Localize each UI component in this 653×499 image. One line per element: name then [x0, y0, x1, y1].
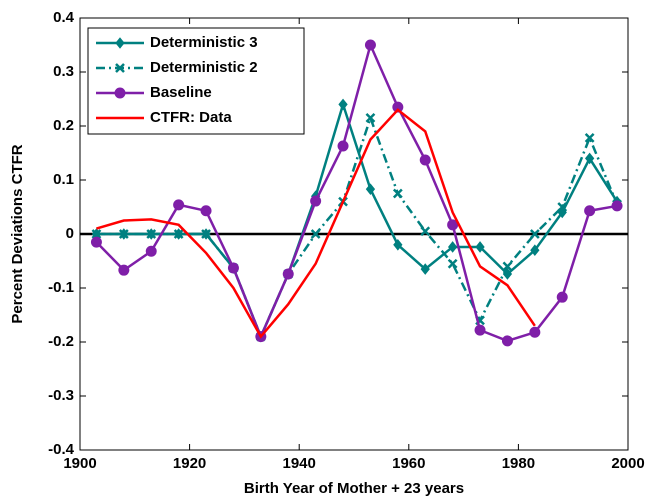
point [611, 200, 623, 212]
point [529, 229, 540, 239]
point [118, 264, 130, 276]
series-line [96, 114, 619, 340]
point [310, 229, 321, 239]
point [337, 140, 349, 152]
y-tick-label: 0.1 [53, 171, 74, 188]
legend-marker [115, 37, 125, 49]
x-tick-label: 1940 [283, 455, 316, 472]
x-tick-label: 1960 [392, 455, 425, 472]
point [282, 268, 294, 280]
x-axis-label: Birth Year of Mother + 23 years [244, 480, 464, 497]
point [173, 199, 185, 211]
x-tick-label: 1900 [63, 455, 96, 472]
y-tick-label: -0.2 [48, 333, 74, 350]
point [474, 324, 486, 336]
point [145, 245, 157, 257]
point [584, 152, 595, 165]
x-tick-label: 1980 [502, 455, 535, 472]
y-tick-label: 0 [66, 225, 74, 242]
point [118, 229, 129, 239]
point [392, 188, 403, 199]
point [420, 263, 430, 275]
series-line [96, 108, 536, 339]
legend-marker [114, 87, 126, 99]
point [365, 183, 376, 195]
y-tick-label: 0.2 [53, 117, 74, 134]
y-axis-label: Percent Deviations CTFR [9, 144, 26, 323]
point [419, 154, 431, 166]
point [173, 229, 184, 239]
point [365, 113, 376, 123]
legend-label: Baseline [150, 84, 212, 101]
point [502, 261, 513, 272]
point [392, 101, 404, 113]
y-tick-label: 0.3 [53, 63, 74, 80]
point [393, 238, 403, 251]
point [338, 98, 348, 111]
legend-box [87, 27, 305, 135]
x-tick-label: 1920 [173, 455, 206, 472]
point [420, 226, 431, 237]
y-tick-label: -0.1 [48, 279, 74, 296]
x-tick-label: 2000 [611, 455, 644, 472]
y-tick-label: -0.3 [48, 387, 74, 404]
y-tick-label: 0.4 [53, 9, 75, 26]
legend-label: Deterministic 3 [150, 34, 258, 51]
legend-label: Deterministic 2 [150, 59, 258, 76]
point [200, 205, 212, 217]
legend-label: CTFR: Data [150, 109, 232, 126]
point [529, 326, 541, 338]
point [501, 335, 513, 347]
point [584, 205, 596, 217]
point [310, 195, 322, 207]
point [475, 241, 485, 253]
legend-marker [115, 63, 125, 73]
point [91, 229, 102, 239]
point [364, 39, 376, 51]
point [146, 229, 157, 239]
point [584, 132, 595, 143]
y-tick-label: -0.4 [48, 441, 75, 458]
point [227, 262, 239, 274]
point [447, 241, 458, 253]
point [90, 236, 102, 248]
point [557, 202, 568, 212]
point [201, 229, 211, 239]
point [447, 258, 458, 269]
point [556, 291, 568, 303]
point [530, 244, 540, 257]
